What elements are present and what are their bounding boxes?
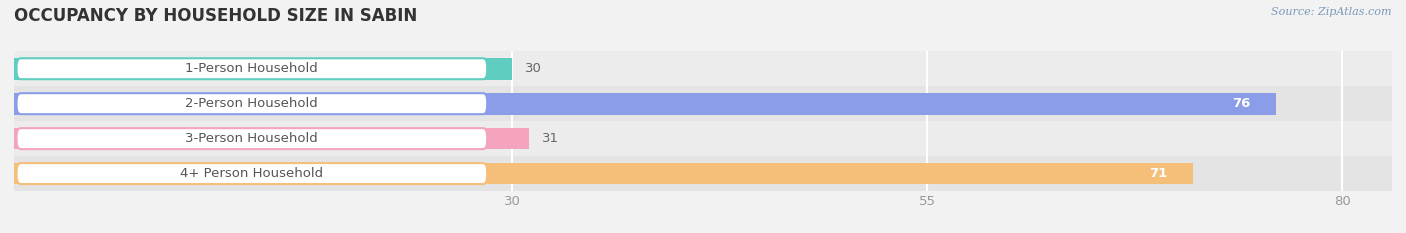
Text: 31: 31 <box>541 132 560 145</box>
Text: 71: 71 <box>1150 167 1168 180</box>
FancyBboxPatch shape <box>17 93 488 114</box>
Text: 76: 76 <box>1233 97 1251 110</box>
Bar <box>14 121 1392 156</box>
Bar <box>14 93 1275 115</box>
Text: Source: ZipAtlas.com: Source: ZipAtlas.com <box>1271 7 1392 17</box>
Text: 30: 30 <box>526 62 543 75</box>
Bar <box>14 86 1392 121</box>
Bar <box>14 51 1392 86</box>
Bar <box>14 58 512 80</box>
Text: 1-Person Household: 1-Person Household <box>186 62 318 75</box>
Bar <box>14 163 1192 185</box>
Text: 2-Person Household: 2-Person Household <box>186 97 318 110</box>
FancyBboxPatch shape <box>17 163 488 184</box>
FancyBboxPatch shape <box>17 128 488 149</box>
Text: OCCUPANCY BY HOUSEHOLD SIZE IN SABIN: OCCUPANCY BY HOUSEHOLD SIZE IN SABIN <box>14 7 418 25</box>
Text: 3-Person Household: 3-Person Household <box>186 132 318 145</box>
FancyBboxPatch shape <box>17 58 488 79</box>
Text: 4+ Person Household: 4+ Person Household <box>180 167 323 180</box>
Bar <box>14 156 1392 191</box>
Bar <box>14 128 529 150</box>
